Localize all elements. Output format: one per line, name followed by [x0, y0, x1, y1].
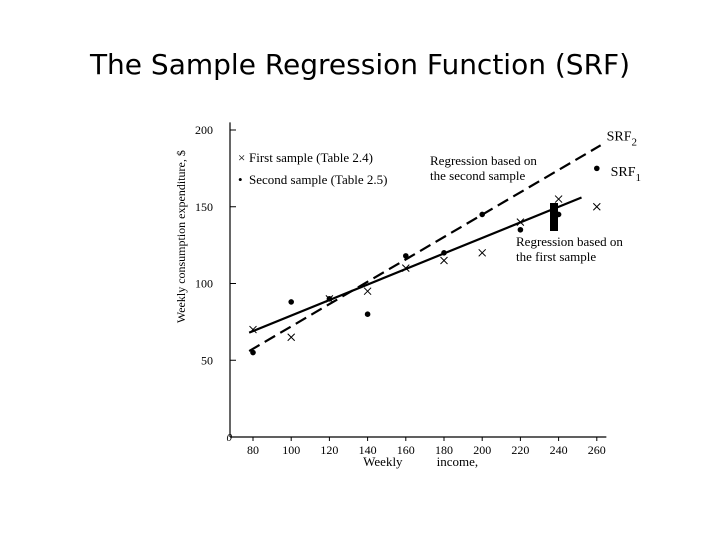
data-point-second-sample [326, 296, 333, 302]
x-tick-label: 160 [397, 443, 415, 457]
data-point-second-sample [250, 349, 256, 356]
y-tick-label: 150 [195, 200, 213, 214]
y-tick-label: 200 [195, 123, 213, 137]
srf-label: SRF1 [611, 165, 641, 184]
annotation-text: the second sample [430, 168, 526, 183]
legend-label: First sample (Table 2.4) [249, 150, 373, 165]
x-tick-label: 80 [247, 443, 259, 457]
x-tick-label: 260 [588, 443, 606, 457]
data-point-first-sample [401, 264, 410, 273]
x-tick-label: 220 [511, 443, 529, 457]
legend-marker: × [238, 150, 245, 165]
x-axis-label-part: income, [437, 454, 479, 469]
data-point-first-sample [592, 202, 601, 211]
y-tick-label: 100 [195, 277, 213, 291]
x-tick-label: 240 [550, 443, 568, 457]
data-point-second-sample [288, 299, 295, 305]
data-point-first-sample [478, 248, 487, 257]
data-point-first-sample [516, 218, 525, 226]
data-point-second-sample [364, 311, 371, 318]
data-point-second-sample [594, 165, 600, 172]
regression-line-srf1 [248, 196, 582, 334]
data-point-second-sample [403, 253, 409, 259]
srf-label: SRF2 [607, 130, 637, 149]
data-point-second-sample [479, 211, 486, 218]
page-title: The Sample Regression Function (SRF) [89, 48, 631, 81]
data-point-first-sample [440, 256, 448, 265]
data-point-second-sample [517, 226, 524, 233]
x-axis-label-part: Weekly [363, 454, 403, 469]
data-point-first-sample [249, 325, 257, 334]
legend-label: Second sample (Table 2.5) [249, 172, 387, 187]
annotation-text: Regression based on [516, 234, 623, 249]
regression-line-srf2 [248, 144, 602, 352]
origin-label: 0 [227, 432, 233, 444]
data-point-second-sample [441, 250, 447, 256]
x-tick-label: 100 [282, 443, 300, 457]
data-point-first-sample [554, 195, 563, 203]
annotation-pointer [550, 203, 558, 231]
x-tick-label: 140 [359, 443, 377, 457]
annotation-text: the first sample [516, 249, 596, 264]
data-point-first-sample [363, 287, 372, 296]
y-axis-label: Weekly consumption expenditure, $ [174, 150, 188, 323]
x-tick-label: 120 [320, 443, 338, 457]
annotation-text: Regression based on [430, 153, 537, 168]
legend-marker: • [238, 172, 243, 187]
data-point-first-sample [287, 333, 296, 342]
y-tick-label: 50 [201, 353, 213, 367]
x-tick-label: 180 [435, 443, 453, 457]
x-tick-label: 200 [473, 443, 491, 457]
